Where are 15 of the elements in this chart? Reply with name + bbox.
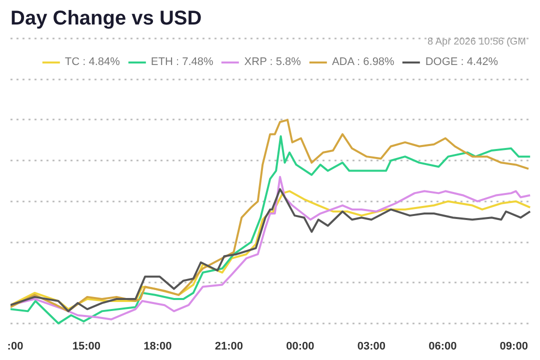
chart-title: Day Change vs USD [10,8,202,30]
x-tick-label: 06:00 [428,340,457,352]
x-tick-label: 15:00 [72,340,101,352]
text: 8 Apr 2026 10:56 (GM [428,36,526,48]
legend-label: ADA : 6.98% [332,56,394,68]
x-tick-label: 09:00 [500,340,528,352]
legend-label: XRP : 5.8% [244,56,301,68]
x-tick-label: 18:00 [144,340,172,352]
legend-label: DOGE : 4.42% [425,56,498,68]
x-tick-label: 21:00 [214,340,244,352]
legend-label: ETH : 7.48% [150,56,214,68]
legend-label: TC : 4.84% [64,56,120,68]
x-tick-label: :00 [7,340,24,352]
x-tick-label: 00:00 [286,340,314,352]
x-tick-label: 03:00 [357,340,386,352]
